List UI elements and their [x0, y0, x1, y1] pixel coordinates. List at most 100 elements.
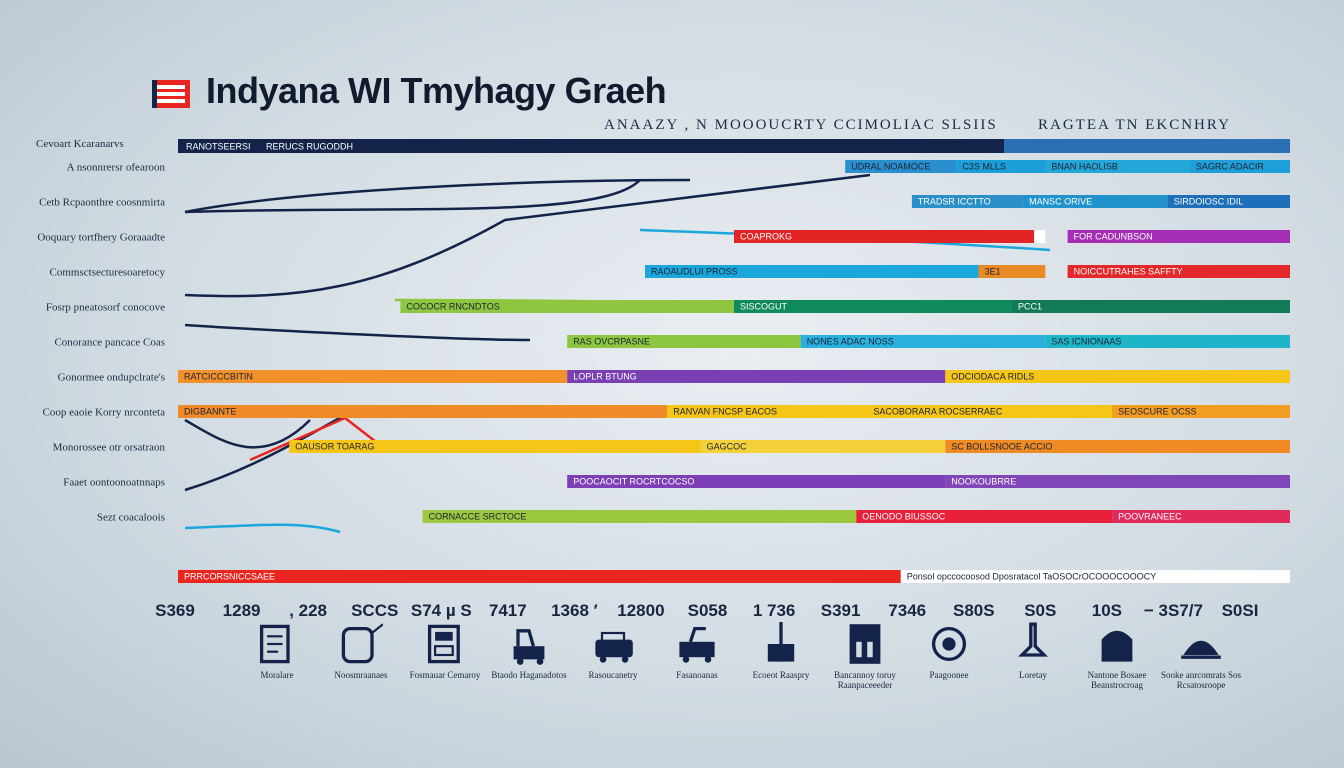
- trend-line: [184, 523, 341, 534]
- legend-label: Noosmraanaes: [334, 670, 388, 680]
- x-tick-label: 1368 ′: [551, 601, 598, 620]
- legend-label: Paagoonee: [929, 670, 969, 680]
- bar-segment-label: POOCAOCIT ROCRTCOCSO: [573, 477, 694, 487]
- tower-icon: [767, 622, 795, 662]
- legend-label: Fosmauar Cemaroy: [409, 670, 481, 680]
- bar-row: Coop eaoie Korry nrconteta DIGBANNTE RANVA…: [43, 405, 1290, 419]
- row-label: Fosrp pneatosorf conocove: [46, 302, 165, 314]
- bar-segment: [422, 510, 857, 523]
- bar-row: Fosrp pneatosorf conocove COCOCR RNCNDTOS…: [46, 300, 1290, 314]
- bar-segment-label: FOR CADUNBSON: [1074, 232, 1153, 242]
- legend-item: Noosmraanaes: [316, 622, 406, 680]
- bar-segment: [400, 300, 734, 313]
- bar-segment-label: SISCOGUT: [740, 302, 788, 312]
- x-tick-label: S058: [688, 601, 728, 620]
- header-bar-label: Cevoart Kcaranarvs: [36, 138, 124, 150]
- bar-segment-label: SC BOLLSNOOE ACCIO: [951, 442, 1052, 452]
- header-bar-text-a: RANOTSEERSI: [186, 142, 251, 152]
- bar-segment-label: OENODO BIUSSOC: [862, 512, 946, 522]
- bar-segment: [734, 300, 1012, 313]
- bar-segment-label: UDRAL NOAMOCE: [851, 162, 930, 172]
- bar-segment: [945, 440, 1290, 453]
- trend-line: [249, 416, 381, 462]
- bar-segment: [956, 160, 1046, 173]
- drill-icon: [1018, 622, 1048, 657]
- legend-item: Loretay: [988, 622, 1078, 680]
- bar-segment: [567, 370, 946, 383]
- trend-line: [184, 418, 311, 449]
- bar-segment: [1067, 265, 1290, 278]
- bar-segment: [911, 195, 1024, 208]
- bar-segment: [178, 370, 568, 383]
- bar-segment-label: COCOCR RNCNDTOS: [406, 302, 499, 312]
- x-tick-label: 12800: [617, 601, 664, 620]
- trend-line: [184, 178, 691, 214]
- row-label: Commsctsecturesoaretocy: [50, 267, 166, 279]
- legend-label: Fasanoanas: [676, 670, 718, 680]
- x-tick-label: S369: [155, 601, 195, 620]
- bar-segment-label: COAPROKG: [740, 232, 792, 242]
- bar-segment-label: NOOKOUBRRE: [951, 477, 1016, 487]
- bar-segment: [1067, 230, 1290, 243]
- bar-row: Cetb Rcpaonthre coosnmirta TRADSR ICCTTO M…: [39, 195, 1290, 209]
- legend-item: Bancannoy toruy Raanpaceeeder: [820, 622, 910, 690]
- trend-line: [184, 179, 641, 214]
- bar-segment: [1034, 230, 1046, 243]
- bar-segment: [1045, 335, 1290, 348]
- gear-icon: [931, 626, 967, 662]
- legend-label: Bancannoy toruy Raanpaceeeder: [834, 670, 896, 690]
- row-label: Conorance pancace Coas: [54, 337, 165, 349]
- row-label: Ooquary tortfhery Goraaadte: [37, 232, 165, 244]
- legend-item: Sooke anrcomrats Sos Rcsatosroope: [1156, 622, 1246, 690]
- bar-segment: [800, 335, 1046, 348]
- bar-segment-label: RAOAUDLUI PROSS: [651, 267, 738, 277]
- bar-segment-label: DIGBANNTE: [184, 407, 237, 417]
- hook-icon: [341, 623, 383, 664]
- truck-icon: [679, 626, 715, 663]
- bar-segment-label: SEOSCURE OCSS: [1118, 407, 1197, 417]
- page-title: Indyana WI Tmyhagy Graeh: [206, 70, 667, 111]
- bar-segment-label: NONES ADAC NOSS: [807, 337, 894, 347]
- x-tick-label: S80S: [953, 601, 995, 620]
- bar-segment-label: SAGRC ADACIR: [1196, 162, 1265, 172]
- bar-segment: [645, 265, 979, 278]
- bar-segment: [1012, 300, 1290, 313]
- x-axis-ticks: S369 1289 , 228 SCCS S74 µ S 7417 1368 ′ 12800 S…: [155, 601, 1258, 620]
- vehicle-icon: [595, 631, 633, 663]
- row-label: Gonormee ondupclrate's: [58, 372, 165, 384]
- bar-segment-label: SACOBORARA ROCSERRAEC: [873, 407, 1003, 417]
- x-tick-label: S74 µ S: [411, 601, 472, 620]
- row-label: Coop eaoie Korry nrconteta: [43, 407, 166, 419]
- bar-row: Conorance pancace Coas RAS OVCRPASNE NONES…: [54, 335, 1290, 349]
- forklift-icon: [513, 629, 545, 665]
- legend-label: Btaodo Haganadotos: [491, 670, 567, 680]
- tank-icon: [1101, 630, 1133, 662]
- bar-segment-label: ODCIODACA RIDLS: [951, 372, 1034, 382]
- legend-item: Paagoonee: [904, 622, 994, 680]
- bar-segment-label: LOPLR BTUNG: [573, 372, 637, 382]
- x-tick-label: 1 736: [753, 601, 796, 620]
- bar-row: PRRCORSNICCSAEE Ponsol opccocoosod Dposra…: [178, 570, 1290, 583]
- bar-segment-label: OAUSOR TOARAG: [295, 442, 374, 452]
- bar-segment: [667, 405, 868, 418]
- bar-segment-label: CORNACCE SRCTOCE: [429, 512, 527, 522]
- legend-item: Ecoeot Raaspry: [736, 622, 826, 680]
- bar-segment: [1045, 160, 1190, 173]
- x-tick-label: 7346: [888, 601, 926, 620]
- bar-segment: [845, 160, 957, 173]
- x-tick-label: − 3S7/7: [1144, 601, 1203, 620]
- bar-segment: [289, 440, 701, 453]
- legend-label: Ecoeot Raaspry: [752, 670, 810, 680]
- header-bar: RANOTSEERSI RERUCS RUGODDH Cevoart Kcara…: [36, 138, 1290, 153]
- row-label: Faaet oontoonoatnnaps: [63, 477, 165, 489]
- legend-item: Fasanoanas: [652, 622, 742, 680]
- icon-legend-row: Moralare Noosmraanaes Fosmauar Cemaroy Btao…: [232, 622, 1241, 722]
- bar-segment: [1023, 195, 1168, 208]
- legend-item: Rasoucanetry: [568, 622, 658, 680]
- bar-segment: [734, 230, 1035, 243]
- bar-segment-label: RATCICCCBITIN: [184, 372, 253, 382]
- bar-segment-label: MANSC ORIVE: [1029, 197, 1092, 207]
- bar-segment: [700, 440, 946, 453]
- x-tick-label: S0SI: [1222, 601, 1259, 620]
- trend-line: [184, 323, 531, 342]
